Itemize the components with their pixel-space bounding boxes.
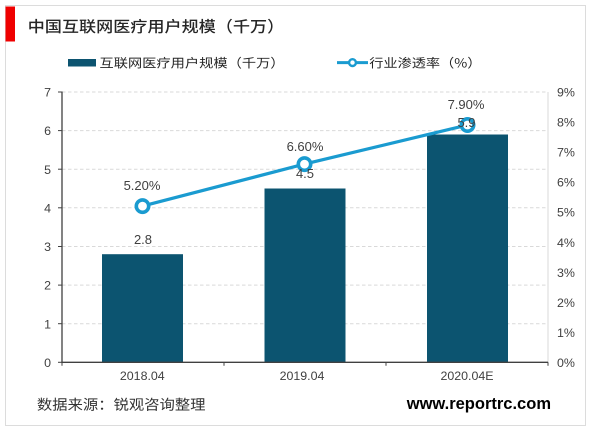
svg-text:7: 7 [44, 86, 51, 100]
svg-text:7%: 7% [557, 146, 575, 160]
svg-text:0: 0 [44, 356, 51, 370]
svg-text:5%: 5% [557, 206, 575, 220]
svg-text:2: 2 [44, 279, 51, 293]
svg-text:6: 6 [44, 124, 51, 138]
svg-text:4.5: 4.5 [296, 166, 314, 181]
svg-text:5.20%: 5.20% [124, 178, 161, 193]
svg-text:2020.04E: 2020.04E [440, 369, 493, 383]
svg-text:2%: 2% [557, 296, 575, 310]
svg-text:7.90%: 7.90% [448, 97, 485, 112]
svg-text:1: 1 [44, 317, 51, 331]
svg-text:4: 4 [44, 201, 51, 215]
svg-text:2019.04: 2019.04 [280, 369, 325, 383]
svg-text:8%: 8% [557, 116, 575, 130]
svg-text:1%: 1% [557, 326, 575, 340]
svg-text:3: 3 [44, 240, 51, 254]
svg-text:4%: 4% [557, 236, 575, 250]
svg-text:2.8: 2.8 [134, 232, 152, 247]
svg-text:5.9: 5.9 [457, 115, 475, 130]
svg-text:6%: 6% [557, 176, 575, 190]
svg-text:3%: 3% [557, 266, 575, 280]
svg-text:0%: 0% [557, 356, 575, 370]
svg-text:www.reportrc.com: www.reportrc.com [406, 395, 551, 413]
svg-text:2018.04: 2018.04 [120, 369, 165, 383]
svg-text:6.60%: 6.60% [287, 139, 324, 154]
svg-text:9%: 9% [557, 86, 575, 100]
svg-text:5: 5 [44, 163, 51, 177]
